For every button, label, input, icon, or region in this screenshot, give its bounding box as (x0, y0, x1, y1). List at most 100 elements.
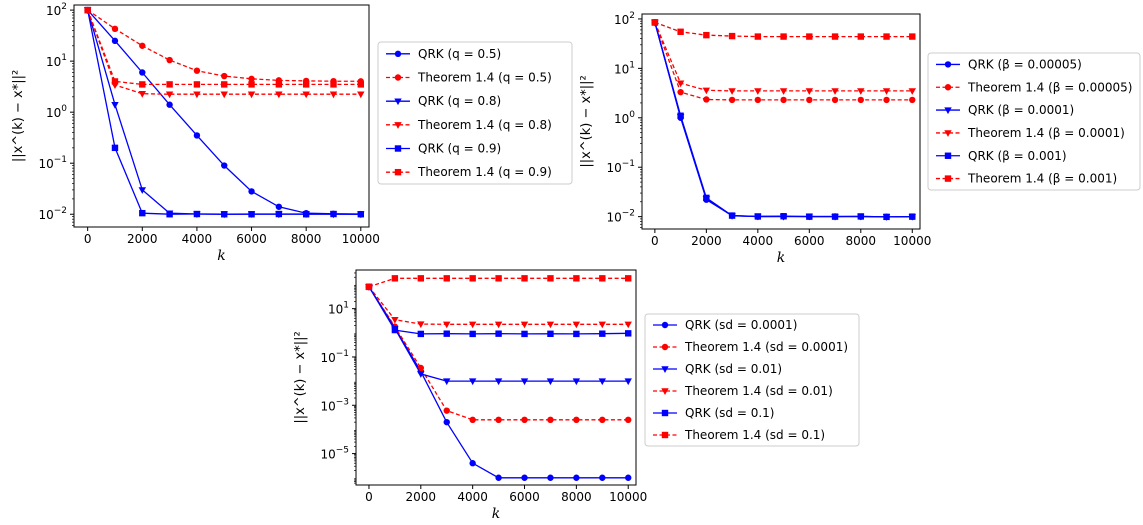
series-line (368, 286, 629, 325)
x-tick-label: 2000 (691, 234, 722, 248)
data-point (806, 33, 813, 40)
data-point (443, 418, 450, 426)
data-point (624, 321, 632, 329)
y-tick-label: 10−2 (606, 209, 635, 225)
data-point (625, 330, 632, 337)
data-point (703, 96, 710, 103)
legend-item: Theorem 1.4 (β = 0.0001) (936, 126, 1125, 140)
data-point (573, 275, 580, 282)
legend-label: QRK (sd = 0.0001) (685, 318, 797, 332)
data-point (357, 91, 365, 99)
series-line (87, 9, 361, 215)
legend-item: QRK (sd = 0.1) (653, 406, 774, 420)
data-point (546, 321, 555, 329)
data-point (139, 42, 146, 49)
data-point (139, 209, 146, 217)
legend-marker (661, 431, 669, 439)
x-tick-label: 4000 (743, 234, 774, 248)
y-tick-label: 100 (46, 104, 67, 120)
legend-item: Theorem 1.4 (q = 0.9) (386, 165, 552, 179)
y-tick-label: 10−3 (320, 397, 349, 413)
data-point (302, 91, 310, 99)
data-point (391, 326, 399, 334)
legend-item: Theorem 1.4 (sd = 0.0001) (653, 340, 848, 354)
data-point (166, 81, 173, 88)
x-tick-label: 6000 (794, 234, 825, 248)
legend-label: Theorem 1.4 (q = 0.9) (417, 165, 552, 179)
data-point (599, 474, 606, 481)
data-point (111, 25, 119, 33)
data-point (494, 321, 503, 329)
data-point (495, 330, 502, 337)
series-5 (365, 283, 632, 338)
series-line (368, 286, 629, 421)
data-point (780, 96, 787, 104)
legend-label: Theorem 1.4 (sd = 0.1) (684, 428, 825, 442)
data-point (883, 213, 890, 221)
data-point (111, 144, 119, 152)
data-point (357, 81, 365, 88)
legend-item: QRK (q = 0.9) (386, 142, 501, 156)
legend-marker (661, 321, 669, 329)
plot-frame (73, 4, 370, 228)
data-point (625, 275, 632, 282)
legend-item: Theorem 1.4 (q = 0.5) (386, 71, 552, 85)
legend-item: Theorem 1.4 (β = 0.00005) (936, 80, 1132, 94)
legend-item: Theorem 1.4 (q = 0.8) (386, 118, 552, 132)
data-point (248, 211, 255, 218)
data-point (547, 330, 554, 337)
data-point (111, 37, 119, 45)
data-point (248, 188, 255, 195)
x-tick-label: 0 (365, 490, 373, 504)
series-5 (651, 19, 916, 221)
x-tick-label: 0 (651, 234, 659, 248)
data-point (468, 321, 477, 329)
data-point (805, 88, 814, 95)
legend-marker (944, 152, 952, 159)
legend-marker (394, 145, 402, 152)
legend-label: QRK (β = 0.00005) (968, 57, 1082, 71)
y-tick-label: 10−2 (38, 206, 67, 222)
series-line (87, 9, 361, 215)
chart-panel-3: 0 2000 4000 6000 8000 10000 10−5 10−3 10−1 101 k ||… (293, 269, 860, 522)
data-point (572, 321, 581, 329)
series-6 (84, 6, 365, 88)
data-point (443, 378, 451, 386)
data-point (275, 203, 283, 210)
data-point (443, 321, 451, 329)
data-point (221, 211, 228, 218)
data-point (857, 213, 864, 220)
data-point (417, 275, 425, 282)
data-point (806, 213, 813, 220)
data-point (599, 416, 606, 424)
legend-label: QRK (q = 0.8) (418, 94, 501, 108)
data-point (193, 210, 201, 218)
data-point (779, 88, 788, 95)
data-point (248, 75, 255, 83)
data-point (546, 378, 555, 386)
data-point (728, 212, 736, 219)
data-point (598, 321, 606, 329)
data-point (391, 275, 399, 282)
data-point (221, 162, 228, 169)
legend-item: Theorem 1.4 (β = 0.001) (936, 172, 1117, 186)
legend-item: Theorem 1.4 (sd = 0.01) (653, 384, 833, 398)
x-tick-label: 6000 (509, 490, 540, 504)
legend: QRK (β = 0.00005) Theorem 1.4 (β = 0.0000… (927, 52, 1141, 191)
legend-item: QRK (sd = 0.01) (653, 362, 782, 376)
series-3 (83, 7, 365, 219)
legend-label: QRK (sd = 0.1) (685, 406, 774, 420)
y-axis-label: ||x^(k) − x*||² (11, 70, 26, 162)
data-point (547, 416, 554, 424)
data-point (275, 81, 283, 88)
series-line (654, 22, 913, 218)
data-point (469, 330, 476, 338)
data-point (302, 211, 310, 218)
x-tick-label: 0 (84, 232, 92, 246)
legend-marker (944, 107, 952, 115)
data-point (139, 81, 146, 88)
x-tick-label: 8000 (846, 234, 877, 248)
data-point (391, 316, 399, 324)
legend-marker (394, 50, 402, 58)
